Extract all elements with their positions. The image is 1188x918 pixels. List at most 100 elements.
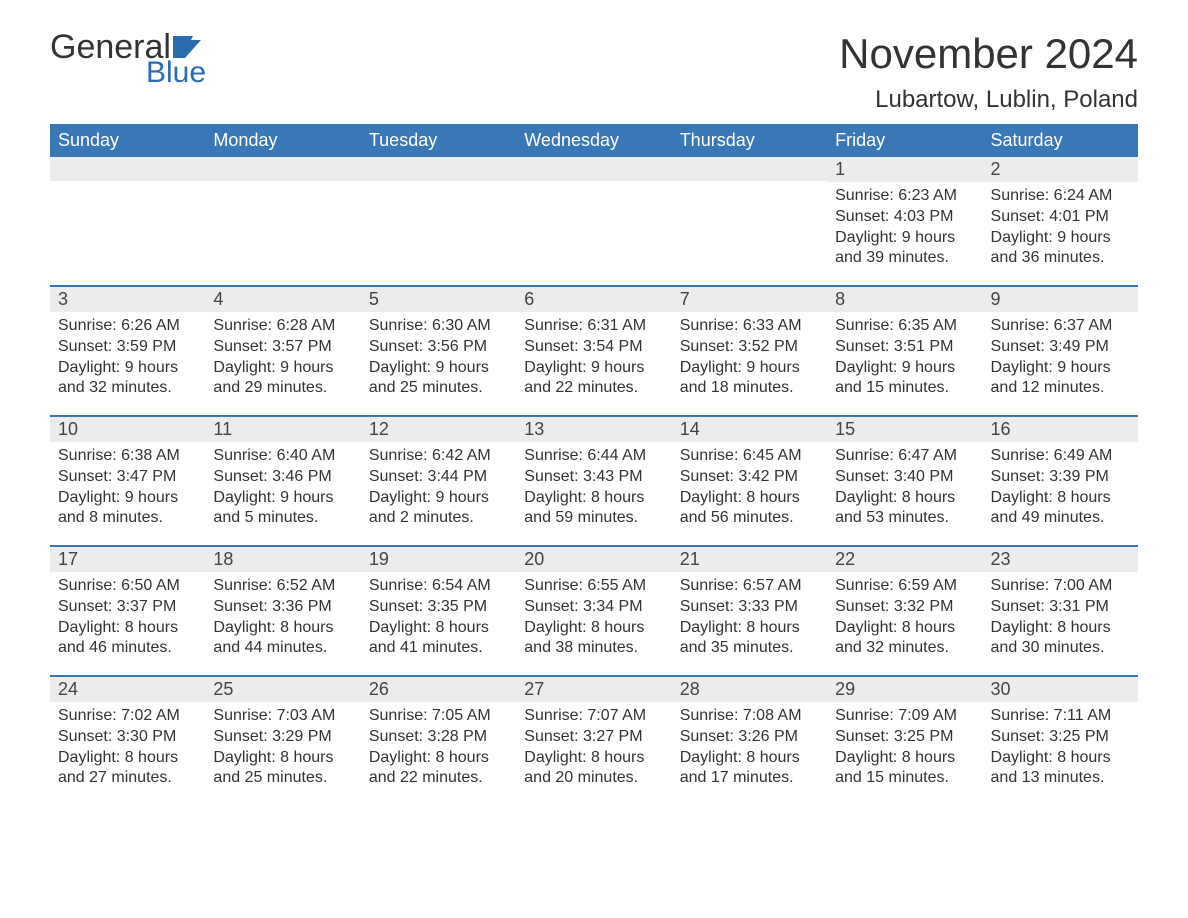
- daylight-line1: Daylight: 8 hours: [835, 748, 974, 769]
- day-info: Sunrise: 7:09 AMSunset: 3:25 PMDaylight:…: [835, 706, 974, 789]
- sunset-text: Sunset: 3:30 PM: [58, 727, 197, 748]
- day-cell: [361, 157, 516, 285]
- day-cell: 29Sunrise: 7:09 AMSunset: 3:25 PMDayligh…: [827, 677, 982, 805]
- day-info: Sunrise: 7:02 AMSunset: 3:30 PMDaylight:…: [58, 706, 197, 789]
- daylight-line2: and 27 minutes.: [58, 768, 197, 789]
- weeks-container: 1 Sunrise: 6:23 AMSunset: 4:03 PMDaylight…: [50, 157, 1138, 805]
- sunset-text: Sunset: 3:54 PM: [524, 337, 663, 358]
- day-info: Sunrise: 7:07 AMSunset: 3:27 PMDaylight:…: [524, 706, 663, 789]
- daylight-line2: and 44 minutes.: [213, 638, 352, 659]
- sunset-text: Sunset: 3:42 PM: [680, 467, 819, 488]
- sunset-text: Sunset: 3:57 PM: [213, 337, 352, 358]
- daylight-line2: and 5 minutes.: [213, 508, 352, 529]
- day-number: 26: [361, 677, 516, 702]
- daylight-line2: and 22 minutes.: [369, 768, 508, 789]
- daylight-line1: Daylight: 8 hours: [369, 748, 508, 769]
- day-number: 9: [983, 287, 1138, 312]
- sunrise-text: Sunrise: 6:24 AM: [991, 186, 1130, 207]
- sunset-text: Sunset: 4:03 PM: [835, 207, 974, 228]
- day-cell: 16Sunrise: 6:49 AMSunset: 3:39 PMDayligh…: [983, 417, 1138, 545]
- daylight-line1: Daylight: 9 hours: [58, 358, 197, 379]
- day-info: Sunrise: 6:45 AMSunset: 3:42 PMDaylight:…: [680, 446, 819, 529]
- daylight-line1: Daylight: 9 hours: [369, 358, 508, 379]
- daylight-line2: and 29 minutes.: [213, 378, 352, 399]
- weekday-header: Thursday: [672, 124, 827, 157]
- week-row: 3Sunrise: 6:26 AMSunset: 3:59 PMDaylight…: [50, 285, 1138, 415]
- day-cell: 7Sunrise: 6:33 AMSunset: 3:52 PMDaylight…: [672, 287, 827, 415]
- day-number: 8: [827, 287, 982, 312]
- sunrise-text: Sunrise: 7:03 AM: [213, 706, 352, 727]
- sunset-text: Sunset: 3:26 PM: [680, 727, 819, 748]
- day-info: Sunrise: 6:57 AMSunset: 3:33 PMDaylight:…: [680, 576, 819, 659]
- sunrise-text: Sunrise: 7:11 AM: [991, 706, 1130, 727]
- weekday-header: Wednesday: [516, 124, 671, 157]
- weekday-header: Saturday: [983, 124, 1138, 157]
- brand-word-2: Blue: [146, 58, 207, 88]
- week-row: 1 Sunrise: 6:23 AMSunset: 4:03 PMDaylight…: [50, 157, 1138, 285]
- sunrise-text: Sunrise: 6:42 AM: [369, 446, 508, 467]
- day-cell: 5Sunrise: 6:30 AMSunset: 3:56 PMDaylight…: [361, 287, 516, 415]
- week-row: 17Sunrise: 6:50 AMSunset: 3:37 PMDayligh…: [50, 545, 1138, 675]
- day-info: Sunrise: 6:38 AMSunset: 3:47 PMDaylight:…: [58, 446, 197, 529]
- sunset-text: Sunset: 3:44 PM: [369, 467, 508, 488]
- day-number: 3: [50, 287, 205, 312]
- sunset-text: Sunset: 3:37 PM: [58, 597, 197, 618]
- day-info: Sunrise: 6:40 AMSunset: 3:46 PMDaylight:…: [213, 446, 352, 529]
- daylight-line1: Daylight: 9 hours: [369, 488, 508, 509]
- day-cell: 1 Sunrise: 6:23 AMSunset: 4:03 PMDaylight…: [827, 157, 982, 285]
- day-cell: 23Sunrise: 7:00 AMSunset: 3:31 PMDayligh…: [983, 547, 1138, 675]
- daylight-line2: and 46 minutes.: [58, 638, 197, 659]
- day-cell: [516, 157, 671, 285]
- day-info: Sunrise: 6:23 AMSunset: 4:03 PMDaylight:…: [835, 186, 974, 269]
- day-info: Sunrise: 6:28 AMSunset: 3:57 PMDaylight:…: [213, 316, 352, 399]
- day-number: 16: [983, 417, 1138, 442]
- daylight-line2: and 25 minutes.: [213, 768, 352, 789]
- day-info: Sunrise: 6:50 AMSunset: 3:37 PMDaylight:…: [58, 576, 197, 659]
- day-info: Sunrise: 6:55 AMSunset: 3:34 PMDaylight:…: [524, 576, 663, 659]
- day-number: 1: [827, 157, 982, 182]
- sunset-text: Sunset: 3:36 PM: [213, 597, 352, 618]
- daylight-line1: Daylight: 8 hours: [58, 618, 197, 639]
- daylight-line2: and 15 minutes.: [835, 378, 974, 399]
- day-number: 24: [50, 677, 205, 702]
- day-number: 23: [983, 547, 1138, 572]
- sunset-text: Sunset: 3:52 PM: [680, 337, 819, 358]
- daylight-line2: and 22 minutes.: [524, 378, 663, 399]
- day-cell: 2Sunrise: 6:24 AMSunset: 4:01 PMDaylight…: [983, 157, 1138, 285]
- sunrise-text: Sunrise: 6:26 AM: [58, 316, 197, 337]
- day-info: Sunrise: 6:35 AMSunset: 3:51 PMDaylight:…: [835, 316, 974, 399]
- month-title: November 2024: [839, 30, 1138, 78]
- daylight-line2: and 8 minutes.: [58, 508, 197, 529]
- sunrise-text: Sunrise: 6:38 AM: [58, 446, 197, 467]
- sunrise-text: Sunrise: 6:59 AM: [835, 576, 974, 597]
- day-info: Sunrise: 6:26 AMSunset: 3:59 PMDaylight:…: [58, 316, 197, 399]
- week-row: 24 Sunrise: 7:02 AMSunset: 3:30 PMDayligh…: [50, 675, 1138, 805]
- header-row: General Blue November 2024 Lubartow, Lub…: [50, 30, 1138, 114]
- day-number: 19: [361, 547, 516, 572]
- weekday-header: Tuesday: [361, 124, 516, 157]
- day-cell: 15Sunrise: 6:47 AMSunset: 3:40 PMDayligh…: [827, 417, 982, 545]
- daylight-line1: Daylight: 8 hours: [524, 618, 663, 639]
- daylight-line1: Daylight: 9 hours: [58, 488, 197, 509]
- day-info: Sunrise: 6:59 AMSunset: 3:32 PMDaylight:…: [835, 576, 974, 659]
- sunrise-text: Sunrise: 6:52 AM: [213, 576, 352, 597]
- daylight-line2: and 12 minutes.: [991, 378, 1130, 399]
- daylight-line2: and 15 minutes.: [835, 768, 974, 789]
- daylight-line1: Daylight: 8 hours: [835, 618, 974, 639]
- sunrise-text: Sunrise: 6:33 AM: [680, 316, 819, 337]
- sunset-text: Sunset: 3:33 PM: [680, 597, 819, 618]
- brand-logo: General Blue: [50, 30, 207, 88]
- sunrise-text: Sunrise: 6:55 AM: [524, 576, 663, 597]
- weekday-header: Friday: [827, 124, 982, 157]
- sunset-text: Sunset: 3:46 PM: [213, 467, 352, 488]
- sunrise-text: Sunrise: 6:31 AM: [524, 316, 663, 337]
- sunset-text: Sunset: 3:25 PM: [835, 727, 974, 748]
- sunrise-text: Sunrise: 6:57 AM: [680, 576, 819, 597]
- sunset-text: Sunset: 3:40 PM: [835, 467, 974, 488]
- day-number: 21: [672, 547, 827, 572]
- sunset-text: Sunset: 3:59 PM: [58, 337, 197, 358]
- day-number: 18: [205, 547, 360, 572]
- sunset-text: Sunset: 3:32 PM: [835, 597, 974, 618]
- daylight-line2: and 38 minutes.: [524, 638, 663, 659]
- day-info: Sunrise: 7:03 AMSunset: 3:29 PMDaylight:…: [213, 706, 352, 789]
